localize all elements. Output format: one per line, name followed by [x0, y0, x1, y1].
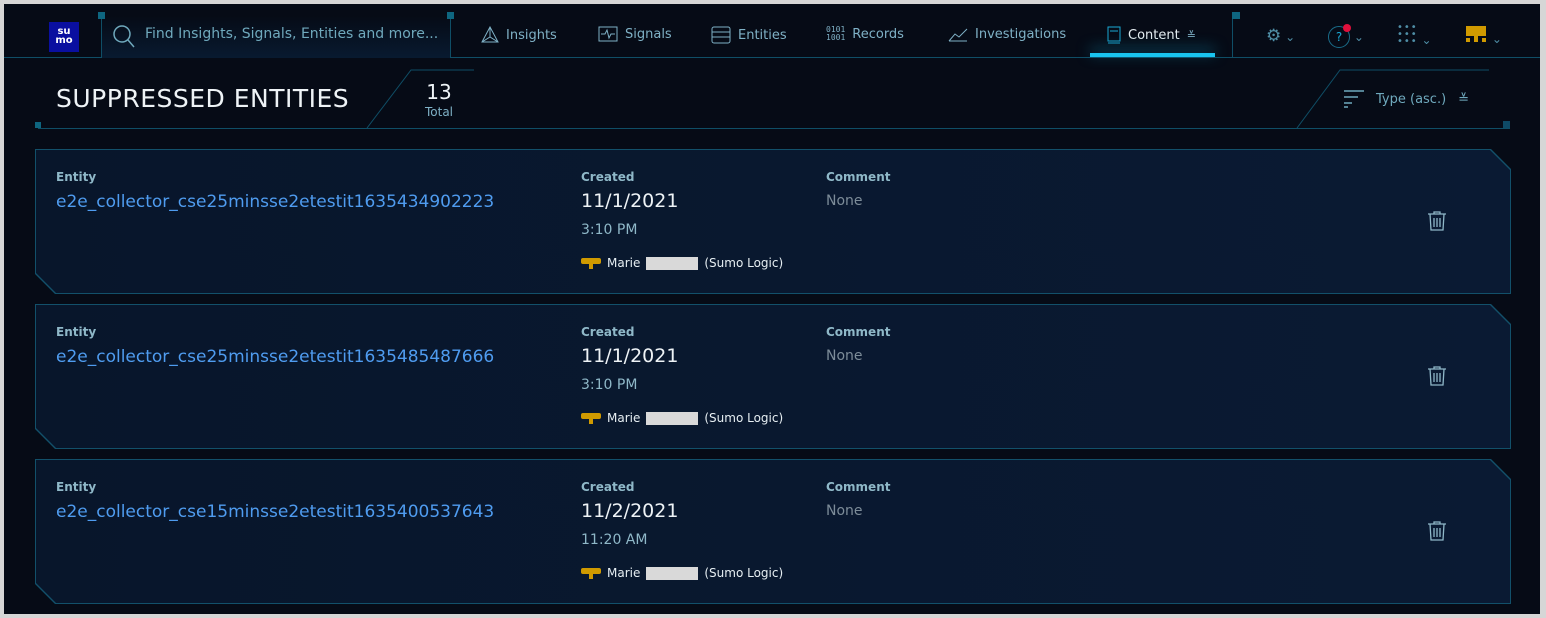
nav-label: Records [852, 26, 904, 42]
total-count: 13 [426, 80, 452, 104]
entity-link[interactable]: e2e_collector_cse25minsse2etestit1635434… [56, 192, 495, 212]
created-label: Created [581, 480, 635, 494]
trash-icon[interactable] [1426, 520, 1448, 542]
header-divider [38, 128, 1510, 129]
server-icon [711, 26, 731, 44]
created-label: Created [581, 170, 635, 184]
nav-label: Investigations [975, 26, 1067, 42]
avatar-icon [581, 411, 601, 425]
comment-value: None [826, 193, 863, 209]
avatar-icon [1466, 26, 1486, 42]
sort-dropdown[interactable]: Type (asc.) ≚ [1344, 90, 1469, 108]
user-org: (Sumo Logic) [704, 411, 784, 425]
help-icon: ? [1328, 24, 1351, 48]
chart-icon [948, 28, 968, 42]
nav-entities[interactable]: Entities [711, 26, 787, 44]
help-menu[interactable]: ? ⌄ [1328, 24, 1364, 48]
total-label: Total [424, 105, 454, 119]
user-menu[interactable]: ⌄ [1466, 26, 1502, 46]
book-icon [1107, 26, 1121, 44]
active-tab-indicator [1090, 53, 1215, 57]
chevron-down-icon: ⌄ [1421, 33, 1432, 47]
created-by: Marie (Sumo Logic) [581, 411, 783, 425]
created-by: Marie (Sumo Logic) [581, 566, 783, 580]
nav-insights[interactable]: Insights [481, 26, 557, 44]
corner-decor [98, 12, 105, 19]
user-org: (Sumo Logic) [704, 566, 784, 580]
search-icon [113, 25, 135, 48]
search-input[interactable]: Find Insights, Signals, Entities and mor… [98, 12, 454, 58]
comment-value: None [826, 348, 863, 364]
nav-label: Signals [625, 26, 672, 42]
user-name: Marie [607, 256, 641, 270]
app: su mo Find Insights, Signals, Entities a… [4, 4, 1540, 614]
top-nav: su mo Find Insights, Signals, Entities a… [4, 4, 1540, 58]
divider [1232, 12, 1240, 58]
redacted-name [646, 412, 698, 425]
header-frame [35, 69, 1510, 129]
chevron-down-icon: ≚ [1186, 28, 1196, 42]
redacted-name [646, 567, 698, 580]
entity-link[interactable]: e2e_collector_cse25minsse2etestit1635485… [56, 347, 495, 367]
gear-icon: ⚙ [1266, 26, 1282, 46]
comment-label: Comment [826, 325, 891, 339]
nav-content[interactable]: Content ≚ [1107, 26, 1196, 44]
entity-label: Entity [56, 170, 97, 184]
entity-label: Entity [56, 480, 97, 494]
suppressed-entity-card: Entity e2e_collector_cse15minsse2etestit… [35, 459, 1511, 604]
user-name: Marie [607, 566, 641, 580]
redacted-name [646, 257, 698, 270]
nav-investigations[interactable]: Investigations [948, 26, 1066, 42]
user-org: (Sumo Logic) [704, 256, 784, 270]
comment-label: Comment [826, 170, 891, 184]
created-time: 3:10 PM [581, 222, 638, 238]
notification-dot [1343, 24, 1351, 32]
grid-icon: ••• ••• ••• [1397, 22, 1418, 47]
suppressed-entity-card: Entity e2e_collector_cse25minsse2etestit… [35, 304, 1511, 449]
avatar-icon [581, 256, 601, 270]
decor-dots [44, 74, 1504, 76]
created-label: Created [581, 325, 635, 339]
nav-label: Insights [506, 27, 557, 43]
created-date: 11/1/2021 [581, 190, 679, 212]
chevron-down-icon: ≚ [1458, 91, 1470, 107]
comment-label: Comment [826, 480, 891, 494]
sort-icon [1344, 90, 1364, 108]
comment-value: None [826, 503, 863, 519]
nav-signals[interactable]: Signals [598, 26, 672, 42]
chevron-down-icon: ⌄ [1491, 32, 1502, 46]
page-title: SUPPRESSED ENTITIES [56, 84, 350, 113]
nav-records[interactable]: 0101 1001 Records [826, 26, 904, 42]
apps-menu[interactable]: ••• ••• ••• ⌄ [1397, 22, 1432, 48]
pulse-icon [598, 26, 618, 42]
sumo-logo[interactable]: su mo [49, 22, 79, 52]
nav-label: Content [1128, 27, 1180, 43]
sort-label: Type (asc.) [1376, 91, 1447, 107]
entity-link[interactable]: e2e_collector_cse15minsse2etestit1635400… [56, 502, 495, 522]
user-name: Marie [607, 411, 641, 425]
trash-icon[interactable] [1426, 210, 1448, 232]
search-placeholder: Find Insights, Signals, Entities and mor… [145, 26, 439, 42]
created-date: 11/2/2021 [581, 500, 679, 522]
created-by: Marie (Sumo Logic) [581, 256, 783, 270]
created-time: 11:20 AM [581, 532, 648, 548]
created-time: 3:10 PM [581, 377, 638, 393]
suppressed-entity-card: Entity e2e_collector_cse25minsse2etestit… [35, 149, 1511, 294]
entity-label: Entity [56, 325, 97, 339]
created-date: 11/1/2021 [581, 345, 679, 367]
avatar-icon [581, 566, 601, 580]
binary-icon: 0101 1001 [826, 25, 846, 42]
settings-menu[interactable]: ⚙ ⌄ [1266, 26, 1295, 46]
nav-label: Entities [738, 27, 787, 43]
corner-decor [447, 12, 454, 19]
triangle-icon [481, 26, 499, 43]
chevron-down-icon: ⌄ [1285, 30, 1296, 44]
trash-icon[interactable] [1426, 365, 1448, 387]
chevron-down-icon: ⌄ [1353, 30, 1364, 44]
